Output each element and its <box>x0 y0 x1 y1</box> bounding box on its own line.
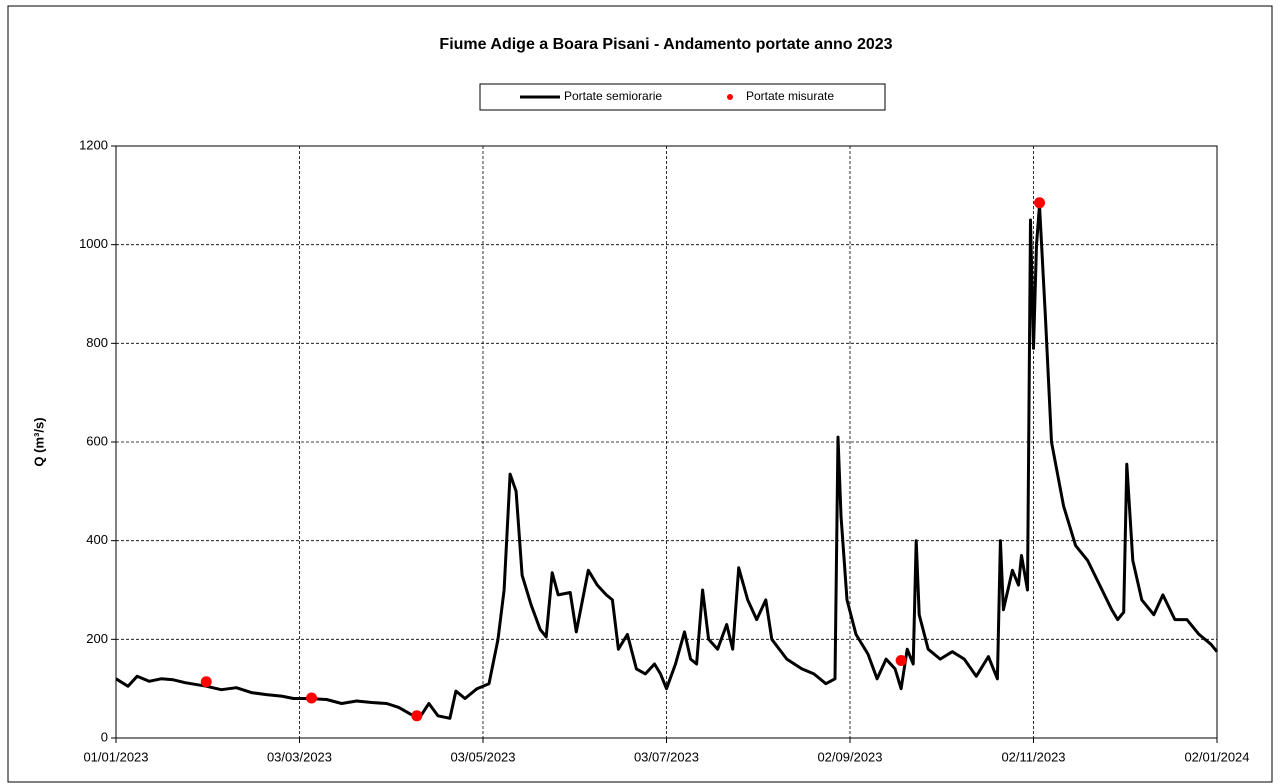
y-tick-label: 1200 <box>79 137 108 152</box>
x-tick-label: 03/05/2023 <box>450 749 515 764</box>
chart-frame <box>7 5 1273 783</box>
y-axis-label: Q (m³/s) <box>31 417 46 466</box>
y-tick-label: 1000 <box>79 236 108 251</box>
y-tick-label: 800 <box>86 335 108 350</box>
y-tick-label: 200 <box>86 631 108 646</box>
measured-point <box>200 676 212 688</box>
legend-label: Portate semiorarie <box>564 89 662 103</box>
series-line <box>115 203 1219 720</box>
legend-swatch <box>727 94 733 100</box>
y-tick-label: 400 <box>86 532 108 547</box>
x-tick-label: 02/01/2024 <box>1184 749 1249 764</box>
x-tick-label: 02/11/2023 <box>1001 749 1065 764</box>
x-tick-label: 01/01/2023 <box>83 749 148 764</box>
legend-label: Portate misurate <box>746 89 834 103</box>
measured-point <box>1034 197 1046 209</box>
measured-point <box>411 710 423 722</box>
x-tick-label: 03/07/2023 <box>634 749 699 764</box>
y-tick-label: 0 <box>101 729 108 744</box>
x-tick-label: 02/09/2023 <box>817 749 882 764</box>
measured-point <box>895 655 907 667</box>
chart-title: Fiume Adige a Boara Pisani - Andamento p… <box>439 36 892 53</box>
plot-border <box>115 145 1218 739</box>
y-tick-label: 600 <box>86 433 108 448</box>
measured-point <box>306 692 318 704</box>
x-tick-label: 03/03/2023 <box>267 749 332 764</box>
